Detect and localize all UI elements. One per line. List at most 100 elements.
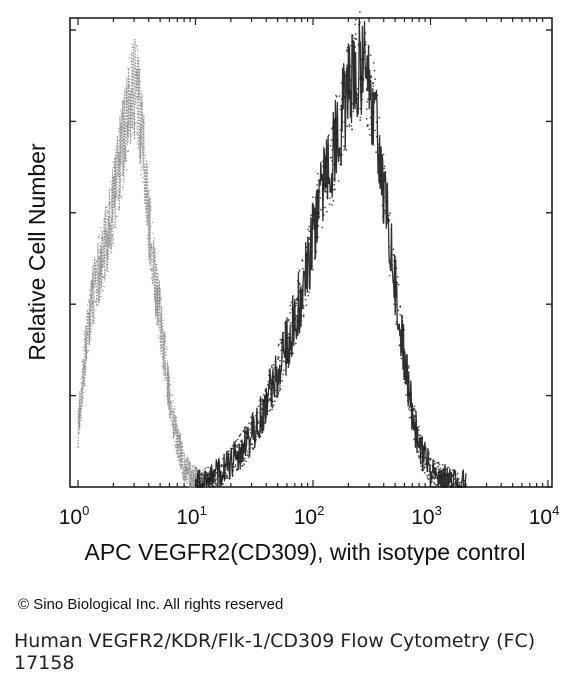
event-dot — [93, 279, 96, 282]
event-dot — [259, 420, 262, 423]
event-dot — [447, 481, 450, 483]
event-dot — [308, 225, 311, 228]
event-dot — [453, 478, 456, 480]
event-dot — [155, 264, 157, 266]
event-dot — [139, 103, 142, 106]
event-dot — [271, 408, 274, 411]
event-dot — [427, 462, 430, 465]
event-dot — [88, 313, 91, 315]
event-dot — [245, 436, 247, 439]
event-dot — [108, 224, 110, 226]
event-dot — [175, 418, 177, 421]
event-dot — [403, 375, 406, 377]
event-dot — [298, 327, 301, 330]
event-dot — [154, 269, 157, 271]
event-dot — [348, 88, 351, 91]
event-dot — [106, 206, 108, 208]
event-dot — [126, 100, 129, 103]
event-dot — [240, 451, 243, 453]
event-dot — [435, 467, 438, 470]
event-dot — [302, 307, 305, 309]
event-dot — [346, 65, 349, 68]
event-dot — [282, 373, 284, 376]
event-dot — [94, 277, 96, 279]
event-dot — [82, 349, 85, 351]
event-dot — [117, 154, 119, 156]
event-dot — [101, 259, 103, 262]
event-dot — [140, 169, 142, 171]
event-dot — [270, 400, 273, 403]
event-dot — [357, 43, 360, 46]
event-dot — [143, 122, 145, 124]
event-dot — [348, 123, 351, 126]
event-dot — [379, 180, 381, 183]
event-dot — [216, 462, 219, 465]
event-dot — [315, 250, 318, 253]
event-dot — [118, 189, 120, 191]
event-dot — [91, 287, 93, 289]
event-dot — [273, 391, 276, 394]
event-dot — [149, 237, 151, 239]
event-dot — [159, 347, 162, 349]
event-dot — [241, 452, 244, 455]
event-dot — [155, 323, 158, 325]
event-dot — [392, 248, 395, 251]
event-dot — [414, 432, 417, 434]
event-dot — [424, 456, 427, 459]
event-dot — [167, 367, 170, 369]
event-dot — [300, 315, 303, 317]
event-dot — [346, 50, 349, 53]
event-dot — [412, 409, 415, 412]
event-dot — [111, 191, 113, 193]
event-dot — [319, 197, 322, 199]
event-dot — [134, 42, 136, 44]
event-dot — [297, 310, 299, 312]
event-dot — [237, 461, 240, 463]
event-dot — [77, 432, 80, 434]
event-dot — [140, 173, 142, 176]
event-dot — [355, 38, 358, 41]
event-dot — [399, 305, 402, 308]
event-dot — [340, 159, 342, 162]
event-dot — [139, 68, 141, 71]
event-dot — [247, 437, 250, 440]
event-dot — [215, 482, 217, 485]
event-dot — [91, 293, 93, 296]
event-dot — [312, 268, 314, 271]
event-dot — [287, 333, 290, 335]
event-dot — [86, 352, 89, 354]
y-axis-label: Relative Cell Number — [24, 143, 50, 361]
event-dot — [298, 290, 301, 293]
event-dot — [295, 304, 297, 307]
event-dot — [146, 195, 149, 197]
event-dot — [371, 93, 373, 96]
event-dot — [131, 103, 133, 105]
event-dot — [196, 479, 199, 482]
event-dot — [90, 290, 92, 293]
event-dot — [178, 448, 180, 451]
event-dot — [124, 160, 126, 163]
event-dot — [143, 194, 146, 196]
event-dot — [334, 118, 337, 121]
event-dot — [260, 432, 263, 434]
event-dot — [176, 445, 178, 447]
event-dot — [364, 51, 367, 53]
event-dot — [332, 199, 335, 202]
event-dot — [104, 206, 107, 208]
event-dot — [91, 296, 93, 298]
event-dot — [248, 447, 251, 450]
event-dot — [351, 128, 353, 131]
event-dot — [155, 308, 157, 310]
event-dot — [189, 474, 191, 476]
event-dot — [390, 269, 392, 272]
event-dot — [282, 331, 285, 334]
event-dot — [361, 98, 363, 101]
event-dot — [157, 286, 159, 288]
event-dot — [294, 342, 297, 345]
event-dot — [449, 480, 451, 483]
event-dot — [407, 399, 409, 402]
event-dot — [146, 205, 148, 207]
event-dot — [354, 23, 357, 26]
event-dot — [86, 304, 89, 306]
event-dot — [93, 259, 96, 262]
